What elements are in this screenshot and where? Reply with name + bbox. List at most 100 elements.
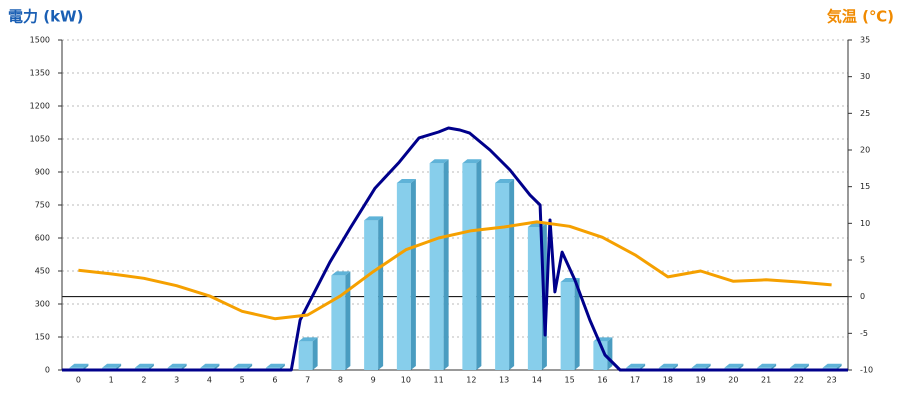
bar-face (738, 363, 744, 370)
x-tick-label: 15 (565, 376, 575, 385)
y2-tick-label: 30 (860, 72, 870, 81)
y-tick-label: 0 (45, 366, 50, 375)
bar (495, 179, 515, 370)
y-tick-label: 1200 (30, 102, 50, 111)
y2-tick-label: -5 (860, 329, 868, 338)
bar-face (560, 282, 575, 370)
bar-face (279, 363, 285, 370)
x-tick-label: 9 (371, 376, 376, 385)
bar-face (83, 363, 89, 370)
y2-tick-label: 35 (860, 36, 870, 45)
bar-face (181, 363, 187, 370)
bar-face (462, 163, 477, 370)
bar-face (364, 220, 379, 370)
bar-face (396, 183, 411, 370)
x-tick-label: 10 (401, 376, 411, 385)
bar-face (69, 363, 89, 368)
bar-face (331, 275, 346, 370)
bar-face (233, 363, 253, 368)
x-tick-label: 19 (696, 376, 706, 385)
bar-face (640, 363, 646, 370)
x-tick-label: 5 (240, 376, 245, 385)
x-tick-label: 6 (272, 376, 277, 385)
y-tick-label: 450 (35, 267, 50, 276)
bar-face (527, 227, 542, 370)
bar-face (574, 278, 580, 370)
bar-face (757, 363, 777, 368)
bar (364, 216, 384, 370)
bar-face (495, 179, 515, 183)
line (62, 126, 848, 372)
bar-face (658, 363, 678, 368)
y2-tick-label: 20 (860, 146, 870, 155)
bar (560, 278, 580, 370)
y2-tick-label: 0 (860, 292, 865, 301)
bar-face (836, 363, 842, 370)
bar-face (626, 363, 646, 368)
bar-face (200, 363, 220, 368)
y2-tick-label: 15 (860, 182, 870, 191)
y2-tick-label: 5 (860, 256, 865, 265)
y-tick-label: 1500 (30, 36, 50, 45)
bar-face (691, 363, 711, 368)
y2-tick-label: 10 (860, 219, 870, 228)
x-tick-label: 12 (466, 376, 476, 385)
x-tick-label: 17 (630, 376, 640, 385)
bar-face (495, 183, 510, 370)
x-tick-label: 23 (827, 376, 837, 385)
bar-face (429, 159, 449, 164)
bar-face (607, 337, 613, 370)
y-tick-label: 600 (35, 234, 50, 243)
bar-face (410, 179, 416, 370)
bar-face (298, 341, 313, 370)
bar (396, 179, 416, 370)
bar-face (378, 216, 384, 370)
y-tick-label: 750 (35, 201, 50, 210)
x-tick-label: 3 (174, 376, 179, 385)
bar-face (476, 159, 482, 370)
y-tick-label: 900 (35, 168, 50, 177)
bar-face (331, 271, 351, 276)
x-tick-label: 22 (794, 376, 804, 385)
x-tick-label: 8 (338, 376, 343, 385)
y-tick-label: 300 (35, 300, 50, 309)
bar (429, 159, 449, 370)
bar-face (672, 363, 678, 370)
bar-face (705, 363, 711, 370)
bar-face (298, 337, 318, 342)
bar-face (214, 363, 220, 370)
x-tick-label: 20 (728, 376, 738, 385)
x-tick-label: 14 (532, 376, 542, 385)
y2-tick-label: 25 (860, 109, 870, 118)
bar-face (167, 363, 187, 368)
x-tick-label: 21 (761, 376, 771, 385)
bar-face (822, 363, 842, 368)
bar-face (265, 363, 285, 368)
x-tick-label: 0 (76, 376, 81, 385)
x-tick-label: 13 (499, 376, 509, 385)
bar (462, 159, 482, 370)
bar-face (593, 341, 608, 370)
bar-face (771, 363, 777, 370)
x-tick-label: 18 (663, 376, 673, 385)
x-tick-label: 7 (305, 376, 310, 385)
bar (298, 337, 318, 370)
y-tick-label: 1350 (30, 69, 50, 78)
y-axis-title: 電力 (kW) (8, 8, 83, 26)
bar-face (345, 271, 351, 370)
y-tick-label: 1050 (30, 135, 50, 144)
bar-face (724, 363, 744, 368)
y2-tick-label: -10 (860, 366, 873, 375)
bar (331, 271, 351, 370)
bar-face (312, 337, 318, 370)
bar-face (429, 163, 444, 370)
bar-face (462, 159, 482, 164)
x-tick-label: 16 (597, 376, 607, 385)
x-tick-label: 11 (434, 376, 444, 385)
bar-face (116, 363, 122, 370)
bar-face (509, 179, 515, 370)
line (78, 220, 832, 321)
bar-face (364, 216, 384, 221)
x-tick-label: 4 (207, 376, 212, 385)
